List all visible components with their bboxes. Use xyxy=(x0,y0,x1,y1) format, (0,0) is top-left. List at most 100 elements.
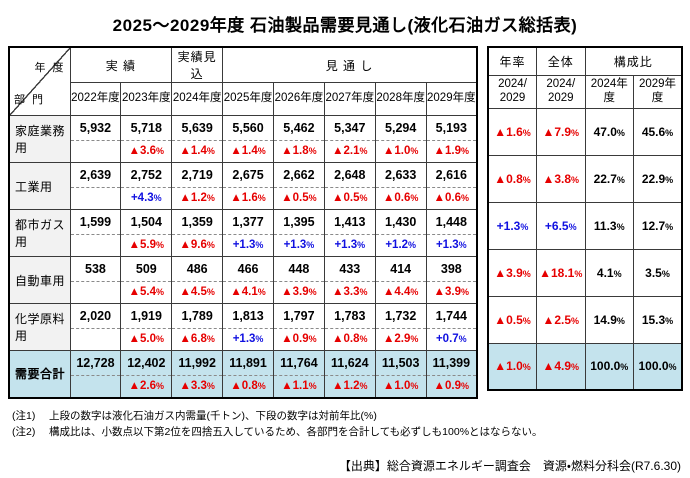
yoy-percent: ▲1.9% xyxy=(427,140,476,161)
yoy-percent: ▲1.4% xyxy=(223,140,273,161)
data-cell: 1,359 ▲9.6% xyxy=(171,209,224,257)
data-cell: 11,624 ▲1.2% xyxy=(323,350,376,398)
data-cell: 5,560 ▲1.4% xyxy=(222,115,274,163)
volume-value: 1,797 xyxy=(283,309,315,323)
data-cell: 1,789 ▲6.8% xyxy=(171,303,224,351)
data-cell: 433 ▲3.3% xyxy=(323,256,376,304)
percent-sign: % xyxy=(206,381,215,391)
percent-sign: % xyxy=(306,240,315,250)
summary-cell: ▲0.8% xyxy=(487,154,537,203)
data-cell: 1,504 ▲5.9% xyxy=(120,209,173,257)
group-header-row: 年 度 部 門 実 績 実績見込 見 通 し xyxy=(8,46,478,116)
percent-sign: % xyxy=(257,146,266,156)
summary-cell: 15.3% xyxy=(633,295,683,344)
summary-cell: 45.6% xyxy=(633,107,683,156)
corner-label-sector: 部 門 xyxy=(14,94,46,106)
volume-value: 2,616 xyxy=(435,168,467,182)
header-annual-rate: 年率 xyxy=(487,46,537,76)
percent-sign: % xyxy=(522,174,531,185)
summary-cell: ▲1.6% xyxy=(487,107,537,156)
volume-value: 414 xyxy=(390,262,412,276)
percent-sign: % xyxy=(308,146,317,156)
yoy-percent: ▲0.5% xyxy=(274,187,324,208)
yoy-percent xyxy=(70,140,120,161)
corner-cell: 年 度 部 門 xyxy=(8,46,71,116)
yoy-percent xyxy=(70,281,120,302)
summary-table: 年率 全体 構成比 2024/ 2029 2024/ 2029 2024年度 2… xyxy=(487,46,683,391)
yoy-percent: ▲4.5% xyxy=(172,281,222,302)
yoy-percent: ▲3.3% xyxy=(325,281,375,302)
percent-sign: % xyxy=(206,146,215,156)
data-cell: 1,797 ▲0.9% xyxy=(273,303,325,351)
summary-cell: 11.3% xyxy=(584,201,634,250)
volume-value: 11,624 xyxy=(331,356,369,370)
percent-sign: % xyxy=(155,381,164,391)
percent-sign: % xyxy=(308,193,317,203)
data-cell: 1,448 +1.3% xyxy=(425,209,478,257)
year-header-row: 2022年度 2023年度 2024年度 2025年度 2026年度 2027年… xyxy=(9,82,478,116)
footnotes: (注1) 上段の数字は液化石油ガス内需量(千トン)、下段の数字は対前年比(%) … xyxy=(12,408,690,440)
summary-cell: 100.0% xyxy=(633,342,683,391)
volume-value: 11,891 xyxy=(229,356,267,370)
tables-container: 年 度 部 門 実 績 実績見込 見 通 し 2022年度 2023年度 202… xyxy=(8,46,690,399)
percent-sign: % xyxy=(359,193,368,203)
data-cell: 5,294 ▲1.0% xyxy=(374,115,427,163)
volume-value: 398 xyxy=(440,262,462,276)
summary-cell: +1.3% xyxy=(487,201,537,250)
data-cell: 11,891 ▲0.8% xyxy=(222,350,274,398)
yoy-percent: ▲0.6% xyxy=(427,187,476,208)
percent-sign: % xyxy=(668,362,677,373)
yoy-percent: +1.3% xyxy=(223,234,273,255)
table-row: 都市ガス用 1,599 1,504 ▲5.9% 1,359 ▲9.6% 1,377 +1.3%… xyxy=(8,209,478,257)
yoy-percent: ▲0.6% xyxy=(376,187,426,208)
volume-value: 5,347 xyxy=(334,121,366,135)
percent-sign: % xyxy=(410,334,419,344)
data-cell: 12,728 xyxy=(69,350,122,398)
percent-sign: % xyxy=(571,362,580,373)
percent-sign: % xyxy=(308,381,317,391)
percent-sign: % xyxy=(616,221,625,232)
percent-sign: % xyxy=(522,268,531,279)
header-actual: 実 績 xyxy=(69,46,173,83)
volume-value: 433 xyxy=(339,262,361,276)
percent-sign: % xyxy=(155,146,164,156)
volume-value: 2,675 xyxy=(232,168,264,182)
volume-value: 448 xyxy=(288,262,310,276)
row-label: 自動車用 xyxy=(8,256,71,304)
yoy-percent: ▲1.2% xyxy=(325,375,375,396)
table-row: 化学原料用 2,020 1,919 ▲5.0% 1,789 ▲6.8% 1,813 +1.3%… xyxy=(8,303,478,351)
percent-sign: % xyxy=(616,174,625,185)
year-header: 2029年度 xyxy=(425,82,478,116)
group-header-row: 年率 全体 構成比 xyxy=(487,46,683,76)
row-label: 需要合計 xyxy=(8,350,71,398)
percent-sign: % xyxy=(460,381,469,391)
yoy-percent: ▲5.0% xyxy=(121,328,171,349)
percent-sign: % xyxy=(522,315,531,326)
yoy-percent: ▲5.9% xyxy=(121,234,171,255)
percent-sign: % xyxy=(357,240,366,250)
data-cell: 398 ▲3.9% xyxy=(425,256,478,304)
yoy-percent: ▲4.4% xyxy=(376,281,426,302)
year-header: 2028年度 xyxy=(374,82,427,116)
volume-value: 1,504 xyxy=(130,215,162,229)
percent-sign: % xyxy=(257,381,266,391)
percent-sign: % xyxy=(359,287,368,297)
volume-value: 1,448 xyxy=(435,215,467,229)
percent-sign: % xyxy=(155,334,164,344)
volume-value: 5,932 xyxy=(79,121,112,135)
volume-value: 1,377 xyxy=(232,215,264,229)
yoy-percent: +1.3% xyxy=(223,328,273,349)
yoy-percent: +1.3% xyxy=(325,234,375,255)
summary-cell: 22.7% xyxy=(584,154,634,203)
yoy-percent: ▲0.5% xyxy=(325,187,375,208)
volume-value: 1,359 xyxy=(181,215,213,229)
year-header: 2025年度 xyxy=(222,82,274,116)
summary-cell: +6.5% xyxy=(536,201,586,250)
volume-value: 538 xyxy=(85,262,106,276)
summary-cell: ▲4.9% xyxy=(536,342,586,391)
sub-header-row: 2024/ 2029 2024/ 2029 2024年度 2029年度 xyxy=(487,74,683,109)
table-row: ▲3.9% ▲18.1% 4.1% 3.5% xyxy=(487,248,683,297)
yoy-percent xyxy=(70,234,120,255)
total-row: ▲1.0% ▲4.9% 100.0% 100.0% xyxy=(487,342,683,391)
percent-sign: % xyxy=(155,287,164,297)
